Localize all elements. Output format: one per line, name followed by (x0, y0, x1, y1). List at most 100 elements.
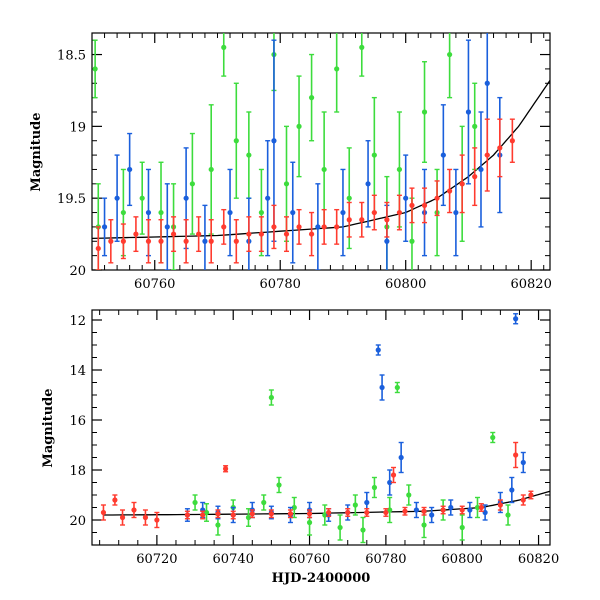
top-data-point (440, 152, 446, 158)
top-data-point (164, 224, 170, 230)
top-data-point (421, 202, 428, 208)
top-data-point (158, 238, 164, 244)
top-data-point (453, 209, 459, 216)
bottom-data-point (467, 507, 473, 513)
bottom-data-point (142, 514, 149, 521)
top-data-point (315, 224, 321, 230)
top-data-point (258, 209, 264, 216)
top-data-point (114, 195, 120, 201)
top-data-point (170, 231, 177, 237)
top-axis-ticks: 60760 60780 60800 60820 18.5 19 19.5 20 (57, 33, 552, 292)
top-data-point (478, 166, 484, 173)
top-data-point (133, 231, 139, 237)
top-x-tick-label: 60820 (510, 277, 551, 292)
top-data-point (484, 152, 490, 158)
bottom-data-point (513, 452, 519, 458)
bottom-y-tick-label: 18 (69, 464, 86, 479)
bottom-data-point (394, 384, 400, 391)
bottom-data-point (520, 497, 526, 503)
top-data-point (227, 209, 233, 216)
bottom-x-tick-label: 60780 (365, 552, 406, 567)
bottom-data-point (268, 394, 274, 401)
bottom-x-tick-label: 60760 (289, 552, 330, 567)
bottom-y-tick-label: 16 (69, 414, 86, 429)
bottom-data-point (222, 466, 229, 472)
bottom-x-tick-label: 60740 (213, 552, 254, 567)
bottom-plot-frame (91, 309, 551, 546)
bottom-data-point (200, 512, 206, 518)
top-data-point (120, 238, 126, 244)
top-y-tick-label: 19 (69, 120, 86, 135)
bottom-series-red (100, 441, 534, 529)
top-data-point (271, 224, 277, 230)
top-data-point (308, 95, 315, 101)
bottom-data-point (322, 512, 328, 518)
bottom-data-point (482, 509, 488, 516)
bottom-data-point (406, 492, 412, 498)
top-data-point (396, 166, 403, 173)
top-data-point (308, 231, 315, 237)
top-data-point (189, 181, 195, 187)
top-data-point (434, 195, 440, 201)
top-data-point (334, 66, 340, 72)
bottom-data-point (291, 504, 297, 511)
top-data-point (221, 224, 227, 230)
top-data-point (359, 44, 365, 50)
bottom-data-point (379, 384, 385, 391)
top-y-tick-label: 20 (69, 264, 86, 279)
top-data-point (447, 51, 453, 58)
top-series-red (95, 118, 515, 270)
top-x-tick-label: 60760 (134, 277, 175, 292)
top-data-point (371, 152, 377, 158)
top-data-point (334, 224, 340, 230)
bottom-data-point (528, 492, 534, 498)
bottom-data-point (390, 472, 397, 478)
bottom-data-point (383, 509, 389, 516)
top-data-point (283, 181, 290, 187)
bottom-series-green (192, 381, 511, 544)
top-data-point (509, 138, 515, 144)
bottom-data-point (268, 511, 274, 517)
bottom-data-point (326, 509, 332, 516)
bottom-data-point (154, 517, 160, 523)
top-data-point (101, 224, 108, 230)
bottom-data-point (398, 454, 404, 461)
top-panel: 60760 60780 60800 60820 18.5 19 19.5 20 Magnitu… (29, 32, 552, 292)
bottom-data-point (364, 509, 370, 516)
top-data-point (145, 238, 152, 244)
top-data-point (409, 238, 415, 244)
bottom-x-tick-label: 60720 (136, 552, 177, 567)
top-data-point (321, 224, 327, 230)
top-data-point (472, 174, 478, 180)
top-data-point (208, 166, 214, 173)
bottom-data-point (203, 509, 210, 516)
bottom-data-point (364, 499, 370, 506)
top-y-tick-label: 18.5 (57, 49, 86, 64)
top-y-tick-label: 19.5 (57, 192, 86, 207)
bottom-data-point (184, 512, 191, 518)
top-data-point (340, 209, 346, 216)
bottom-x-axis-title: HJD-2400000 (272, 571, 371, 586)
bottom-data-point (421, 522, 427, 528)
top-y-axis-title: Magnitude (29, 112, 44, 191)
top-x-tick-label: 60780 (260, 277, 301, 292)
bottom-data-point (119, 514, 126, 521)
bottom-data-point (459, 507, 465, 513)
top-data-point (95, 245, 101, 252)
top-data-point (346, 195, 352, 201)
bottom-data-point (287, 511, 294, 517)
top-data-point (359, 217, 365, 223)
top-data-point (258, 231, 264, 237)
top-data-point (409, 202, 415, 208)
bottom-data-point (249, 511, 255, 517)
top-data-point (384, 217, 390, 223)
top-data-point (158, 209, 164, 216)
top-data-point (202, 238, 208, 244)
top-data-point (139, 195, 145, 201)
top-data-point (296, 123, 302, 129)
bottom-data-point (352, 502, 358, 508)
top-data-point (296, 224, 302, 230)
top-data-point (403, 195, 409, 201)
bottom-data-point (505, 512, 511, 518)
top-data-point (233, 238, 239, 244)
